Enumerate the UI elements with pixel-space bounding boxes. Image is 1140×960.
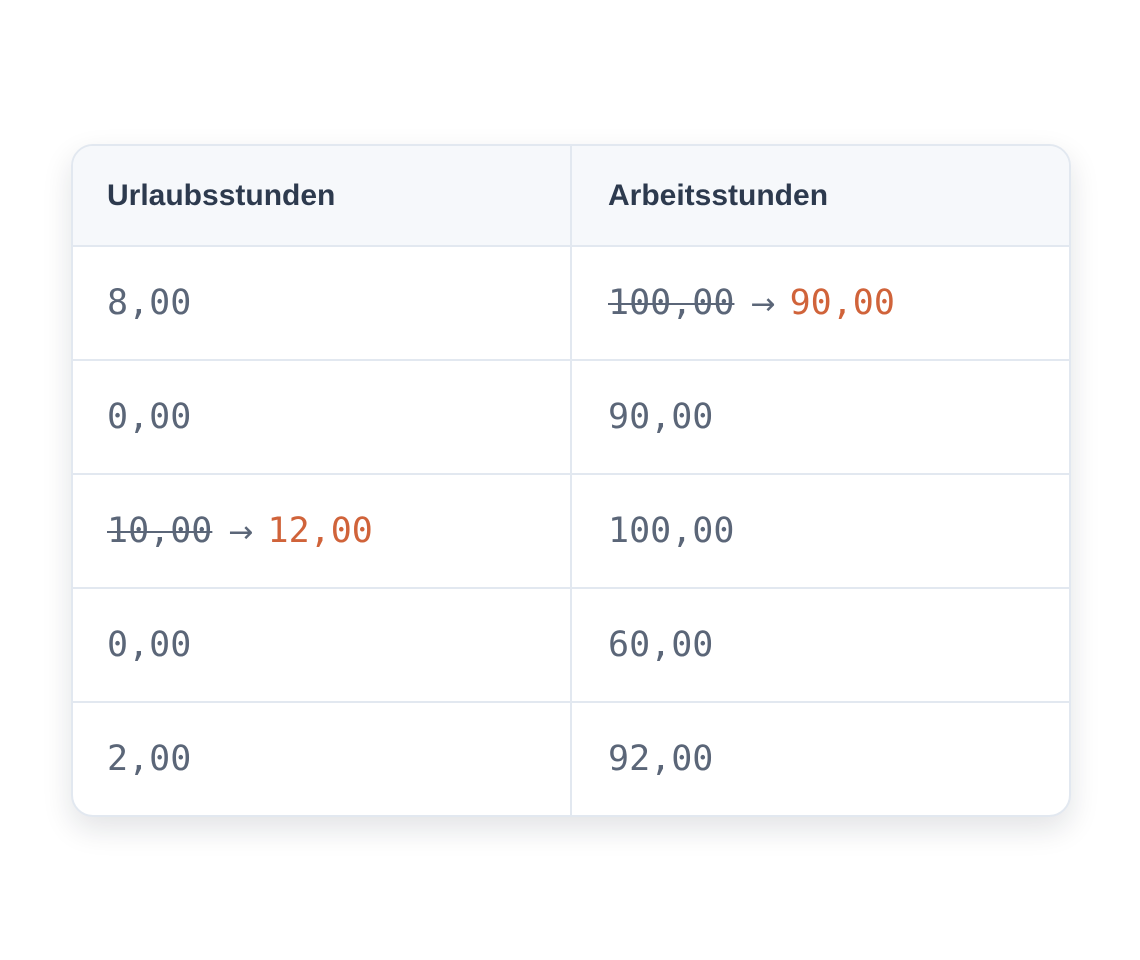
table-row: 0,00 90,00 [73,360,1069,475]
cell-value: 100,00 [608,511,735,551]
arrow-icon: → [228,515,254,550]
table-cell: 0,00 [73,360,572,475]
table-row: 8,00 100,00 → 90,00 [73,246,1069,361]
table-cell: 100,00 → 90,00 [571,246,1069,361]
column-header-vacation-hours: Urlaubsstunden [73,146,572,247]
table-cell: 10,00 → 12,00 [73,474,572,589]
table-row: 2,00 92,00 [73,702,1069,815]
table-cell: 0,00 [73,588,572,703]
table-cell: 92,00 [571,702,1069,815]
new-value: 12,00 [267,511,373,551]
new-value: 90,00 [789,283,895,323]
cell-value: 0,00 [107,397,192,437]
table-row: 0,00 60,00 [73,588,1069,703]
table-header-row: Urlaubsstunden Arbeitsstunden [73,146,1069,247]
cell-value: 8,00 [107,283,192,323]
cell-value: 92,00 [608,739,714,779]
table-cell: 90,00 [571,360,1069,475]
hours-table: Urlaubsstunden Arbeitsstunden 8,00 100,00… [73,146,1069,815]
old-value: 100,00 [608,283,735,323]
cell-value: 90,00 [608,397,714,437]
table-cell: 8,00 [73,246,572,361]
cell-value: 2,00 [107,739,192,779]
hours-table-card: Urlaubsstunden Arbeitsstunden 8,00 100,00… [71,144,1071,817]
cell-value: 0,00 [107,625,192,665]
column-header-work-hours: Arbeitsstunden [571,146,1069,247]
old-value: 10,00 [107,511,213,551]
table-row: 10,00 → 12,00 100,00 [73,474,1069,589]
table-cell: 100,00 [571,474,1069,589]
table-cell: 2,00 [73,702,572,815]
table-cell: 60,00 [571,588,1069,703]
cell-value: 60,00 [608,625,714,665]
arrow-icon: → [750,287,776,322]
